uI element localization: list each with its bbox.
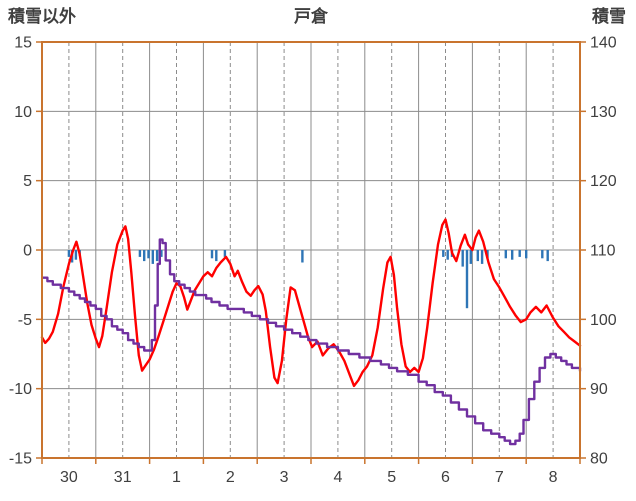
chart-title: 戸倉 xyxy=(294,7,328,26)
right-tick-label: 110 xyxy=(590,243,616,260)
series-red-line xyxy=(40,218,582,388)
x-axis-day-label: 4 xyxy=(333,469,342,486)
series-purple-line xyxy=(42,238,582,446)
left-tick-label: 5 xyxy=(23,173,32,190)
x-axis-day-label: 3 xyxy=(280,469,289,486)
left-axis-title: 積雪以外 xyxy=(8,7,76,26)
right-tick-label: 140 xyxy=(590,35,617,52)
right-tick-label: 100 xyxy=(590,312,617,329)
x-axis-day-label: 6 xyxy=(441,469,450,486)
x-axis-day-label: 1 xyxy=(172,469,181,486)
x-axis-day-label: 8 xyxy=(549,469,558,486)
left-tick-label: -15 xyxy=(9,451,32,468)
left-tick-label: -5 xyxy=(18,312,32,329)
series-blue-bars xyxy=(67,250,549,309)
axis-ticks xyxy=(36,41,586,464)
x-axis-day-label: 5 xyxy=(387,469,396,486)
x-axis-labels: 30 31 1 2 3 4 5 6 7 8 xyxy=(60,469,558,486)
right-axis-title: 積雪 xyxy=(592,7,626,26)
x-axis-day-label: 7 xyxy=(495,469,504,486)
x-axis-day-label: 2 xyxy=(226,469,235,486)
left-axis-tick-labels: 15 10 5 0 -5 -10 -15 xyxy=(9,35,32,468)
left-tick-label: 0 xyxy=(23,243,32,260)
left-tick-label: -10 xyxy=(9,381,32,398)
right-tick-label: 80 xyxy=(590,451,608,468)
x-axis-day-label: 30 xyxy=(60,469,78,486)
right-tick-label: 130 xyxy=(590,104,617,121)
left-tick-label: 10 xyxy=(14,104,32,121)
right-axis-tick-labels: 140 130 120 110 100 90 80 xyxy=(590,35,617,468)
right-tick-label: 120 xyxy=(590,173,617,190)
x-axis-day-label: 31 xyxy=(114,469,132,486)
left-tick-label: 15 xyxy=(14,35,32,52)
right-tick-label: 90 xyxy=(590,381,608,398)
